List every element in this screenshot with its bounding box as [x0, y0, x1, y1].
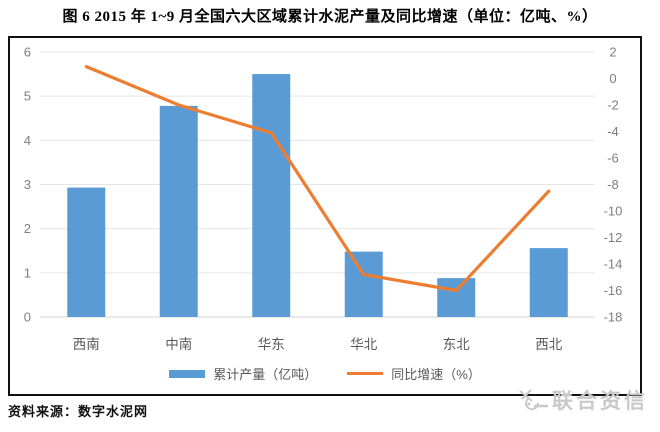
left-axis-tick: 5 — [24, 89, 31, 104]
bar-中南 — [159, 105, 198, 317]
legend-item-growth: 同比增速（%） — [347, 364, 481, 383]
bar-东北 — [437, 278, 476, 317]
right-axis-tick: -10 — [604, 204, 623, 219]
watermark-text: 联合资信 — [552, 389, 648, 413]
bar-华东 — [252, 74, 291, 317]
left-axis-tick: 0 — [24, 310, 31, 325]
legend: 累计产量（亿吨） 同比增速（%） — [10, 364, 640, 383]
chart-area: 6 5 4 3 2 1 0 2 0 -2 -4 -6 -8 -10 -12 -14 -16 -18 西南 中南 华东 华北… — [8, 36, 642, 396]
right-axis-tick: 0 — [609, 71, 616, 86]
bar-华北 — [344, 251, 383, 317]
right-axis-tick: 2 — [609, 45, 616, 60]
left-axis-tick: 3 — [24, 177, 31, 192]
category-label-西北: 西北 — [535, 337, 563, 352]
right-axis-tick: -2 — [607, 98, 619, 113]
left-axis-tick: 4 — [24, 133, 31, 148]
right-axis-tick: -4 — [607, 124, 619, 139]
left-axis-tick: 2 — [24, 221, 31, 236]
right-axis-tick: -16 — [604, 283, 623, 298]
legend-item-production: 累计产量（亿吨） — [169, 364, 317, 383]
category-label-华东: 华东 — [258, 337, 285, 352]
category-label-东北: 东北 — [443, 337, 470, 352]
right-axis-tick: -18 — [604, 310, 623, 325]
bar-series-swatch — [169, 369, 206, 378]
legend-label-production: 累计产量（亿吨） — [213, 367, 318, 382]
bar-西南 — [67, 187, 106, 317]
category-label-华北: 华北 — [350, 337, 377, 352]
right-axis-tick: -12 — [604, 230, 623, 245]
united-ratings-logo-icon — [519, 389, 548, 411]
bar-西北 — [529, 248, 568, 317]
category-label-中南: 中南 — [165, 337, 192, 352]
growth-line — [84, 65, 551, 293]
category-label-西南: 西南 — [73, 337, 100, 352]
right-axis-tick: -8 — [607, 177, 619, 192]
left-axis-tick: 1 — [24, 265, 31, 280]
left-axis-tick: 6 — [24, 45, 31, 60]
line-series-swatch — [347, 372, 384, 375]
watermark: 联合资信 — [518, 385, 648, 415]
right-axis-tick: -14 — [604, 257, 623, 272]
source-note: 资料来源：数字水泥网 — [8, 404, 149, 419]
right-axis-tick: -6 — [607, 151, 619, 166]
chart-title: 图 6 2015 年 1~9 月全国六大区域累计水泥产量及同比增速（单位：亿吨、… — [62, 9, 598, 25]
chart-canvas: 6 5 4 3 2 1 0 2 0 -2 -4 -6 -8 -10 -12 -14 -16 -18 西南 中南 华东 华北… — [24, 45, 623, 353]
legend-label-growth: 同比增速（%） — [391, 367, 481, 382]
